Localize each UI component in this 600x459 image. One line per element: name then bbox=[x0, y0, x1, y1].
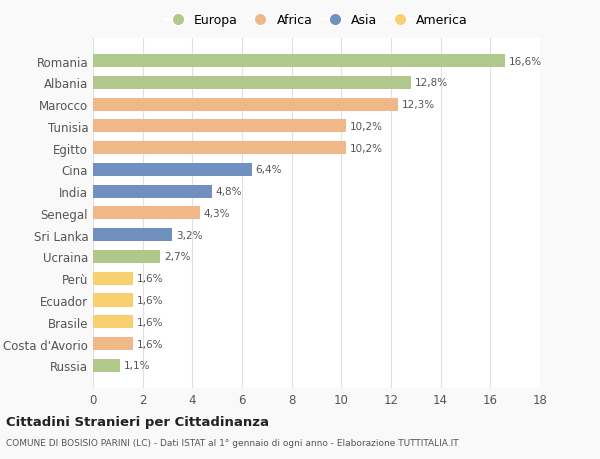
Legend: Europa, Africa, Asia, America: Europa, Africa, Asia, America bbox=[165, 14, 468, 27]
Text: 12,8%: 12,8% bbox=[415, 78, 448, 88]
Bar bbox=[93, 229, 172, 242]
Text: 12,3%: 12,3% bbox=[402, 100, 436, 110]
Bar bbox=[93, 77, 411, 90]
Bar bbox=[93, 185, 212, 198]
Text: 10,2%: 10,2% bbox=[350, 143, 383, 153]
Bar bbox=[93, 294, 133, 307]
Bar bbox=[93, 359, 121, 372]
Text: COMUNE DI BOSISIO PARINI (LC) - Dati ISTAT al 1° gennaio di ogni anno - Elaboraz: COMUNE DI BOSISIO PARINI (LC) - Dati IST… bbox=[6, 438, 458, 448]
Text: 10,2%: 10,2% bbox=[350, 122, 383, 132]
Text: 4,3%: 4,3% bbox=[203, 208, 230, 218]
Text: 1,6%: 1,6% bbox=[136, 317, 163, 327]
Bar bbox=[93, 207, 200, 220]
Text: 1,6%: 1,6% bbox=[136, 274, 163, 284]
Bar bbox=[93, 142, 346, 155]
Text: 6,4%: 6,4% bbox=[256, 165, 282, 175]
Bar bbox=[93, 337, 133, 350]
Text: 4,8%: 4,8% bbox=[216, 187, 242, 197]
Bar bbox=[93, 163, 252, 177]
Bar bbox=[93, 120, 346, 133]
Bar bbox=[93, 272, 133, 285]
Text: 1,6%: 1,6% bbox=[136, 295, 163, 305]
Text: 3,2%: 3,2% bbox=[176, 230, 203, 240]
Text: 16,6%: 16,6% bbox=[509, 56, 542, 67]
Bar bbox=[93, 55, 505, 68]
Text: 1,1%: 1,1% bbox=[124, 360, 151, 370]
Bar bbox=[93, 250, 160, 263]
Bar bbox=[93, 98, 398, 112]
Text: Cittadini Stranieri per Cittadinanza: Cittadini Stranieri per Cittadinanza bbox=[6, 415, 269, 428]
Text: 2,7%: 2,7% bbox=[164, 252, 190, 262]
Bar bbox=[93, 315, 133, 329]
Text: 1,6%: 1,6% bbox=[136, 339, 163, 349]
